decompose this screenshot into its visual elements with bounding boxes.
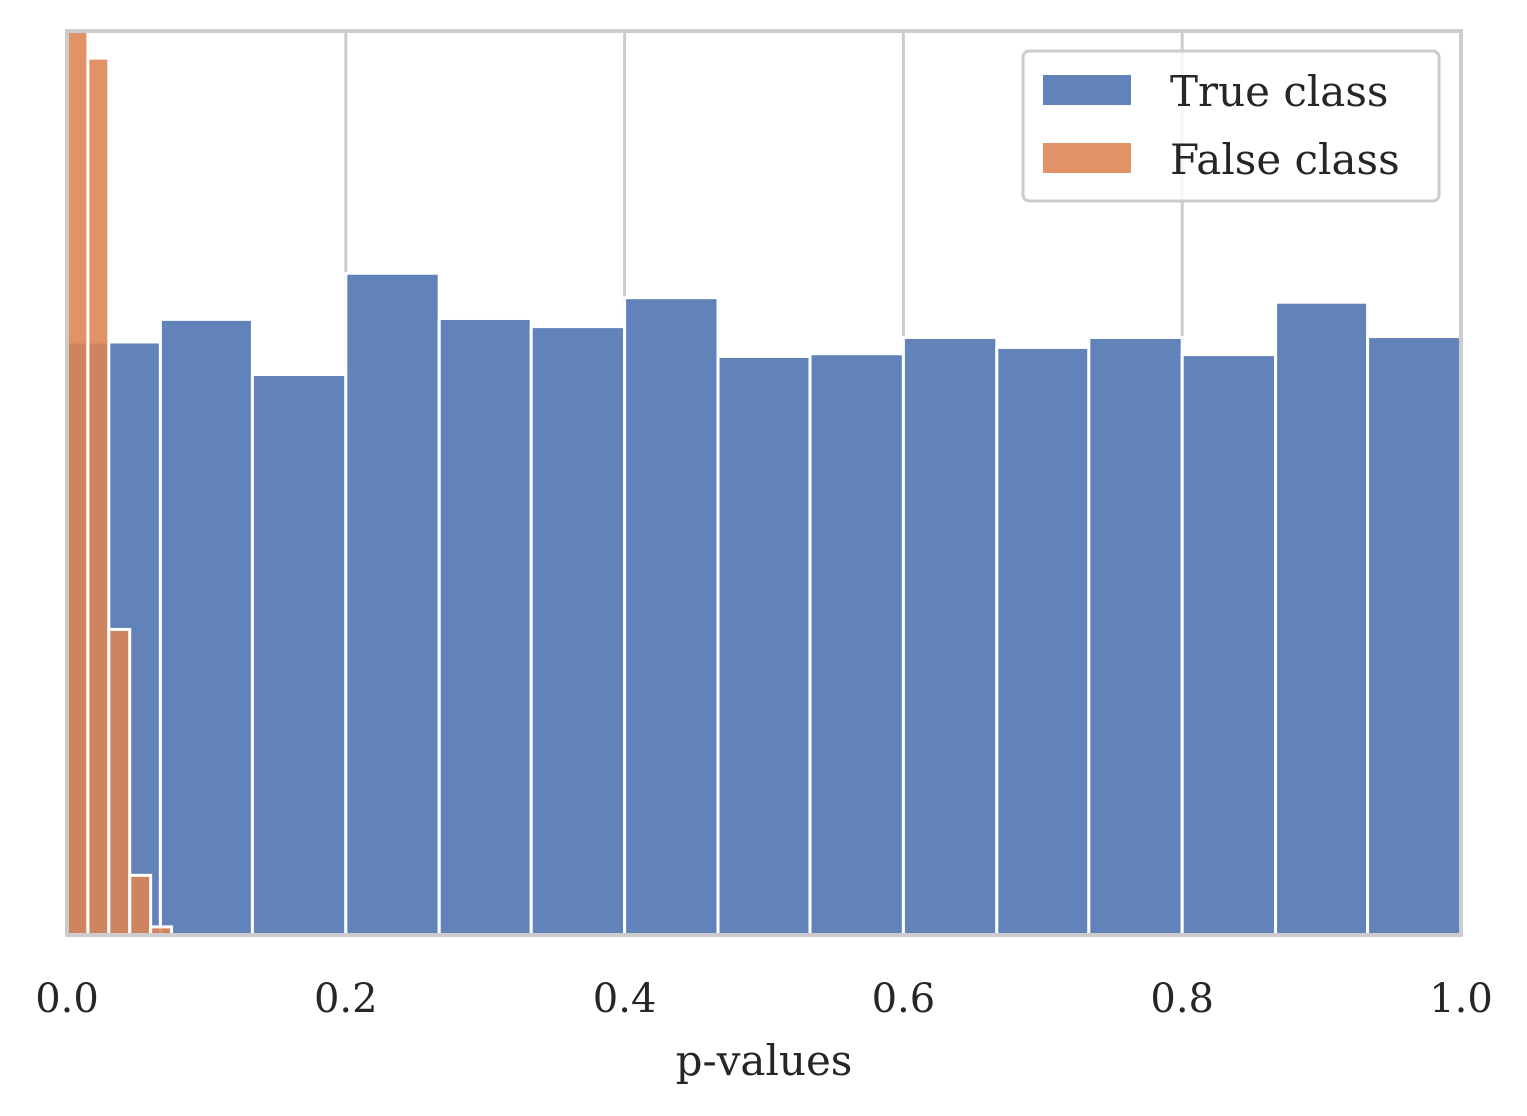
true-class-bar-10 xyxy=(995,345,1091,937)
true-class-bar-13 xyxy=(1274,300,1370,937)
true-class-bar-1 xyxy=(158,317,254,937)
legend-swatch-false-class xyxy=(1043,143,1131,173)
true-class-bar-2 xyxy=(250,373,348,937)
legend: True class False class xyxy=(1021,49,1441,203)
true-class-bar-4 xyxy=(437,316,533,937)
false-class-bar-1 xyxy=(86,56,111,937)
x-tick-labels: 0.0 0.2 0.4 0.6 0.8 1.0 xyxy=(35,976,1493,1022)
true-class-bar-9 xyxy=(901,335,999,937)
true-class-bar-3 xyxy=(344,271,441,937)
false-class-bar-0 xyxy=(65,29,90,937)
false-class-bar-3 xyxy=(128,873,153,937)
legend-swatch-true-class xyxy=(1043,75,1131,105)
true-class-bar-7 xyxy=(716,354,812,937)
x-tick-label: 1.0 xyxy=(1429,976,1493,1022)
x-tick-label: 0.4 xyxy=(593,976,657,1022)
true-class-bar-11 xyxy=(1087,335,1184,937)
x-tick-label: 0.6 xyxy=(872,976,936,1022)
true-class-bar-6 xyxy=(623,296,720,937)
plot-frame xyxy=(65,29,1463,937)
true-class-bar-5 xyxy=(529,325,627,937)
true-class-bar-8 xyxy=(808,352,905,937)
x-tick-label: 0.0 xyxy=(35,976,99,1022)
legend-label-false-class: False class xyxy=(1170,135,1400,184)
x-tick-label: 0.8 xyxy=(1150,976,1214,1022)
legend-label-true-class: True class xyxy=(1170,67,1388,116)
true-class-bar-14 xyxy=(1366,335,1463,937)
true-class-bar-12 xyxy=(1180,353,1278,937)
false-class-bar-2 xyxy=(107,627,132,937)
x-tick-label: 0.2 xyxy=(314,976,378,1022)
true-class-bars xyxy=(65,271,1463,937)
x-axis-label: p-values xyxy=(676,1036,853,1085)
